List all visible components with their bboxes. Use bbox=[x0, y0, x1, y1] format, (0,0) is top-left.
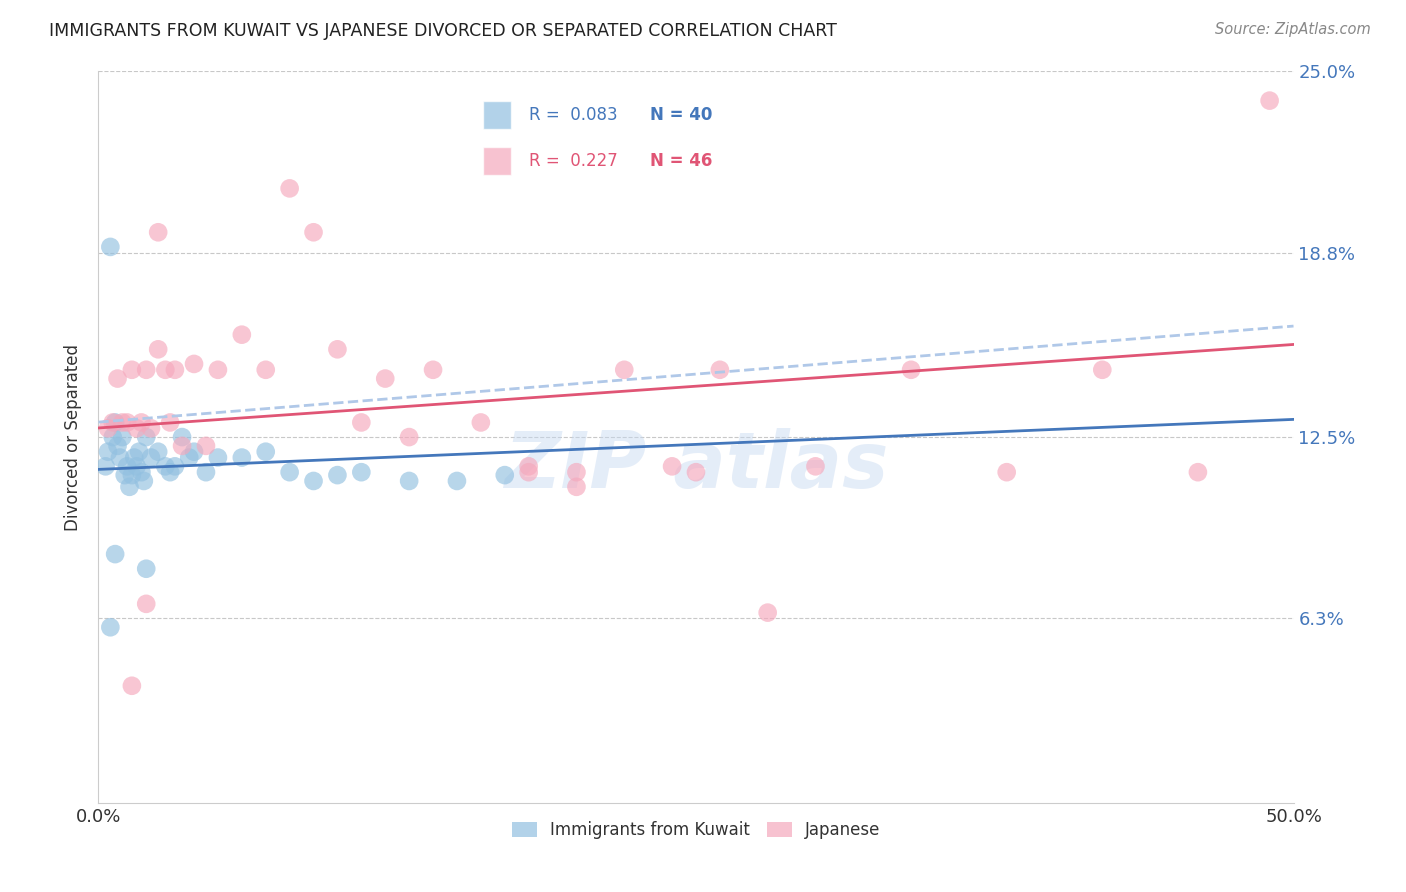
FancyBboxPatch shape bbox=[482, 147, 512, 176]
Point bbox=[183, 444, 205, 458]
Point bbox=[101, 416, 124, 430]
Point bbox=[148, 444, 170, 458]
Point bbox=[254, 444, 277, 458]
Point bbox=[135, 562, 157, 576]
Text: R =  0.083: R = 0.083 bbox=[529, 106, 617, 124]
Point bbox=[163, 363, 186, 377]
Y-axis label: Divorced or Separated: Divorced or Separated bbox=[65, 343, 83, 531]
Point bbox=[1187, 465, 1209, 479]
Point bbox=[132, 474, 155, 488]
Point bbox=[98, 620, 122, 634]
Point bbox=[1258, 94, 1281, 108]
Point bbox=[121, 363, 143, 377]
Point bbox=[139, 450, 162, 465]
Point bbox=[565, 480, 588, 494]
Point bbox=[107, 371, 129, 385]
Point bbox=[278, 181, 301, 195]
Point bbox=[139, 421, 162, 435]
Point bbox=[446, 474, 468, 488]
Point bbox=[398, 430, 420, 444]
Point bbox=[135, 363, 157, 377]
Point bbox=[517, 465, 540, 479]
Point bbox=[207, 450, 229, 465]
Point bbox=[470, 416, 492, 430]
Point bbox=[804, 459, 827, 474]
Point bbox=[995, 465, 1018, 479]
Point bbox=[98, 240, 122, 254]
Point bbox=[107, 439, 129, 453]
Point bbox=[148, 225, 170, 239]
Point bbox=[94, 459, 117, 474]
Point bbox=[118, 480, 141, 494]
Point bbox=[125, 459, 148, 474]
Point bbox=[97, 444, 120, 458]
Point bbox=[115, 416, 138, 430]
Point bbox=[97, 421, 120, 435]
Point bbox=[302, 225, 325, 239]
Text: IMMIGRANTS FROM KUWAIT VS JAPANESE DIVORCED OR SEPARATED CORRELATION CHART: IMMIGRANTS FROM KUWAIT VS JAPANESE DIVOR… bbox=[49, 22, 837, 40]
Point bbox=[350, 465, 373, 479]
Point bbox=[131, 465, 153, 479]
Point bbox=[125, 421, 148, 435]
Point bbox=[709, 363, 731, 377]
Text: R =  0.227: R = 0.227 bbox=[529, 153, 617, 170]
Point bbox=[124, 450, 146, 465]
Point bbox=[114, 468, 136, 483]
Point bbox=[195, 465, 218, 479]
Point bbox=[1091, 363, 1114, 377]
Point bbox=[422, 363, 444, 377]
Point bbox=[131, 416, 153, 430]
Point bbox=[254, 363, 277, 377]
Text: N = 46: N = 46 bbox=[650, 153, 711, 170]
Point bbox=[231, 450, 253, 465]
Point bbox=[685, 465, 707, 479]
Point bbox=[101, 430, 124, 444]
Point bbox=[159, 465, 181, 479]
Point bbox=[111, 430, 134, 444]
Point bbox=[183, 357, 205, 371]
Point bbox=[121, 468, 143, 483]
Point bbox=[900, 363, 922, 377]
Point bbox=[350, 416, 373, 430]
Point bbox=[155, 459, 177, 474]
Point bbox=[121, 679, 143, 693]
Point bbox=[179, 450, 201, 465]
Point bbox=[207, 363, 229, 377]
Point bbox=[135, 597, 157, 611]
FancyBboxPatch shape bbox=[482, 102, 512, 129]
Text: ZIP atlas: ZIP atlas bbox=[503, 428, 889, 504]
Point bbox=[494, 468, 516, 483]
Point bbox=[155, 363, 177, 377]
Text: N = 40: N = 40 bbox=[650, 106, 711, 124]
Point bbox=[111, 416, 134, 430]
Point bbox=[163, 459, 186, 474]
Point bbox=[326, 468, 349, 483]
Point bbox=[172, 439, 194, 453]
Point bbox=[231, 327, 253, 342]
Point bbox=[302, 474, 325, 488]
Point bbox=[104, 416, 127, 430]
Point bbox=[148, 343, 170, 357]
Point bbox=[159, 416, 181, 430]
Point bbox=[398, 474, 420, 488]
Point bbox=[104, 547, 127, 561]
Point bbox=[135, 430, 157, 444]
Point bbox=[565, 465, 588, 479]
Text: Source: ZipAtlas.com: Source: ZipAtlas.com bbox=[1215, 22, 1371, 37]
Point bbox=[374, 371, 396, 385]
Point bbox=[128, 444, 150, 458]
Point bbox=[326, 343, 349, 357]
Point bbox=[756, 606, 779, 620]
Point bbox=[517, 459, 540, 474]
Point bbox=[195, 439, 218, 453]
Point bbox=[278, 465, 301, 479]
Legend: Immigrants from Kuwait, Japanese: Immigrants from Kuwait, Japanese bbox=[505, 814, 887, 846]
Point bbox=[661, 459, 683, 474]
Point bbox=[613, 363, 636, 377]
Point bbox=[108, 450, 131, 465]
Point bbox=[172, 430, 194, 444]
Point bbox=[115, 459, 138, 474]
